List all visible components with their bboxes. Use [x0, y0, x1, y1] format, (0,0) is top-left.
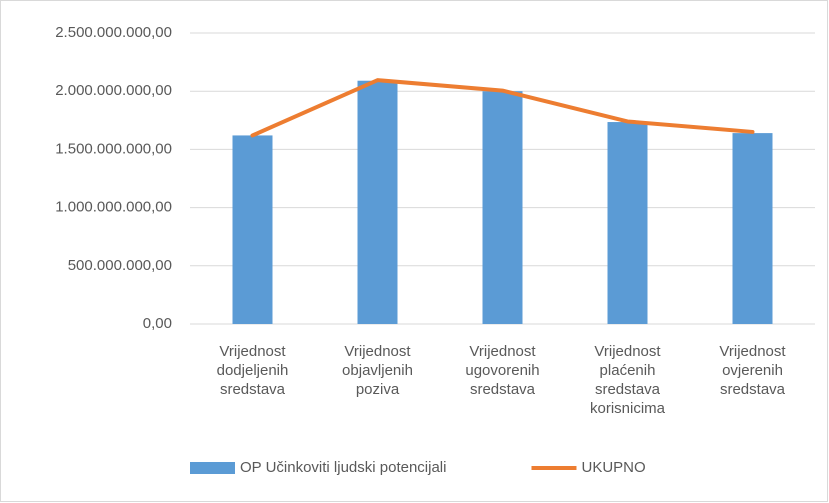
y-tick-label: 1.000.000.000,00: [55, 199, 172, 216]
y-tick-label: 500.000.000,00: [68, 257, 172, 274]
legend-label: UKUPNO: [581, 459, 645, 476]
x-tick-label: Vrijednost ovjerenih sredstava: [719, 343, 786, 398]
x-tick-label: Vrijednost plaćenih sredstava korisnicim…: [589, 343, 665, 417]
x-tick-label: Vrijednost dodjeljenih sredstava: [216, 343, 289, 398]
bar: [232, 135, 273, 324]
bar: [607, 122, 648, 325]
y-tick-label: 2.000.000.000,00: [55, 82, 172, 99]
y-tick-label: 0,00: [143, 315, 172, 332]
legend-swatch: [190, 462, 235, 474]
bar: [732, 133, 773, 324]
bar: [482, 91, 523, 324]
x-tick-label: Vrijednost objavljenih poziva: [342, 343, 413, 398]
y-tick-label: 1.500.000.000,00: [55, 140, 172, 157]
y-tick-label: 2.500.000.000,00: [55, 24, 172, 41]
x-tick-label: Vrijednost ugovorenih sredstava: [465, 343, 540, 398]
bar: [357, 80, 398, 324]
line: [250, 78, 755, 138]
legend-label: OP Učinkoviti ljudski potencijali: [240, 459, 446, 476]
